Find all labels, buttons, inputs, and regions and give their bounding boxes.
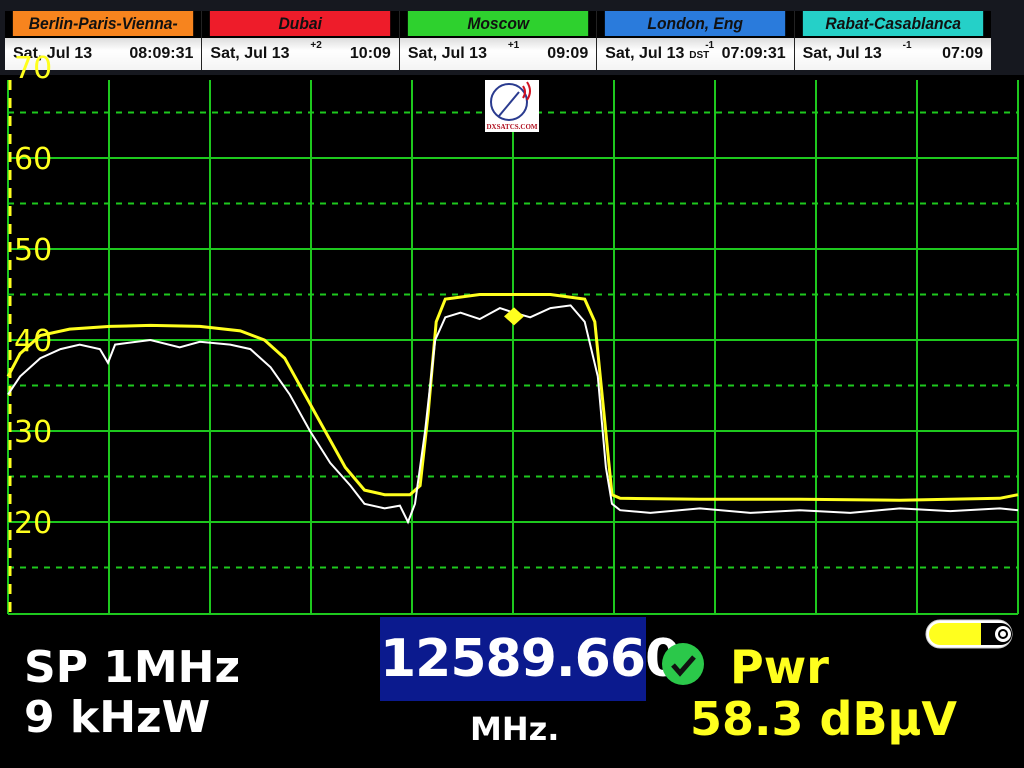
clock-city: Rabat-Casablanca bbox=[802, 11, 984, 36]
center-frequency[interactable]: 12589.660 bbox=[380, 617, 681, 701]
marker-diamond bbox=[504, 307, 525, 326]
frequency-unit: MHz. bbox=[470, 710, 560, 748]
clock-time-row: Sat, Jul 13 08:09:31 bbox=[5, 38, 202, 70]
clock-date: Sat, Jul 13 bbox=[802, 45, 882, 62]
y-tick-label: 20 bbox=[14, 506, 52, 541]
clock-city: London, Eng bbox=[605, 11, 786, 36]
max-hold-trace bbox=[6, 293, 1019, 502]
span-readout: SP 1MHz 9 kHzW bbox=[24, 643, 240, 743]
check-icon bbox=[662, 643, 704, 685]
clock-offset: -1 bbox=[705, 40, 715, 51]
logo-text: DXSATCS.COM bbox=[486, 123, 538, 131]
power-level: 58.3 dBµV bbox=[690, 692, 957, 746]
clock-date: Sat, Jul 13 bbox=[13, 45, 93, 62]
clock-dst: DST bbox=[689, 50, 710, 61]
rbw-value: 9 kHzW bbox=[24, 692, 211, 743]
satellite-dish-icon bbox=[490, 81, 531, 121]
clock-time-row: Sat, Jul 13 +2 10:09 bbox=[202, 38, 399, 70]
clock-date: Sat, Jul 13 bbox=[210, 45, 290, 62]
clock-time: 07:09 bbox=[942, 45, 984, 62]
y-tick-label: 60 bbox=[14, 142, 52, 177]
clock-offset: +1 bbox=[507, 40, 520, 51]
clock-date: Sat, Jul 13 bbox=[605, 45, 685, 62]
clock-time-row: Sat, Jul 13 -1 07:09 bbox=[794, 38, 992, 70]
clock-4: Rabat-Casablanca Sat, Jul 13 -1 07:09 bbox=[794, 11, 992, 70]
world-clock-bar: Berlin-Paris-Vienna-Roma Sat, Jul 13 08:… bbox=[5, 11, 992, 70]
measure-label: Pwr bbox=[730, 640, 829, 694]
clock-time-row: Sat, Jul 13 +1 09:09 bbox=[399, 38, 597, 70]
clock-city: Dubai bbox=[210, 11, 391, 36]
dxsatcs-logo: DXSATCS.COM bbox=[485, 80, 539, 132]
clock-offset: -1 bbox=[902, 40, 912, 51]
clock-0: Berlin-Paris-Vienna-Roma Sat, Jul 13 08:… bbox=[5, 11, 203, 70]
y-tick-label: 70 bbox=[14, 51, 52, 86]
clock-time: 08:09:31 bbox=[129, 45, 194, 62]
clock-time-row: Sat, Jul 13 -1 DST 07:09:31 bbox=[597, 38, 794, 70]
clock-time: 10:09 bbox=[349, 45, 391, 62]
live-trace bbox=[7, 304, 1019, 525]
clock-time: 07:09:31 bbox=[721, 45, 786, 62]
y-tick-label: 30 bbox=[14, 415, 52, 450]
clock-3: London, Eng Sat, Jul 13 -1 DST 07:09:31 bbox=[597, 11, 795, 70]
clock-1: Dubai Sat, Jul 13 +2 10:09 bbox=[202, 11, 400, 70]
clock-date: Sat, Jul 13 bbox=[407, 45, 487, 62]
clock-2: Moscow Sat, Jul 13 +1 09:09 bbox=[399, 11, 598, 70]
battery-icon bbox=[925, 619, 1013, 649]
clock-time: 09:09 bbox=[547, 45, 589, 62]
clock-city: Moscow bbox=[407, 11, 589, 36]
span-value: SP 1MHz bbox=[24, 642, 241, 693]
y-tick-label: 50 bbox=[14, 233, 52, 268]
clock-offset: +2 bbox=[310, 40, 322, 51]
